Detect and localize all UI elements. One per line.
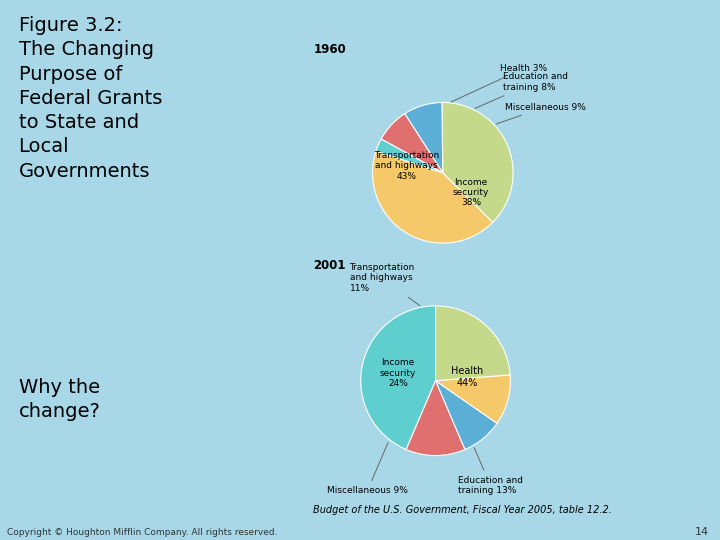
Text: Education and
training 8%: Education and training 8%: [475, 72, 567, 109]
Wedge shape: [361, 306, 436, 449]
Text: Copyright © Houghton Mifflin Company. All rights reserved.: Copyright © Houghton Mifflin Company. Al…: [7, 528, 278, 537]
Wedge shape: [372, 151, 492, 243]
Text: Transportation
and highways
43%: Transportation and highways 43%: [374, 151, 439, 181]
Wedge shape: [405, 103, 443, 173]
Text: 1960: 1960: [313, 43, 346, 56]
Wedge shape: [406, 381, 465, 456]
Text: Figure 3.2:
The Changing
Purpose of
Federal Grants
to State and
Local
Government: Figure 3.2: The Changing Purpose of Fede…: [19, 16, 162, 181]
Wedge shape: [436, 381, 497, 449]
Wedge shape: [436, 375, 510, 423]
Wedge shape: [442, 103, 513, 222]
Text: Health
44%: Health 44%: [451, 366, 483, 388]
Text: Health 3%: Health 3%: [451, 64, 548, 102]
Text: Income
security
38%: Income security 38%: [453, 178, 489, 207]
Wedge shape: [381, 114, 443, 173]
Text: Miscellaneous 9%: Miscellaneous 9%: [496, 103, 585, 124]
Text: Education and
training 13%: Education and training 13%: [458, 448, 523, 495]
Text: Income
security
24%: Income security 24%: [380, 359, 416, 388]
Wedge shape: [376, 139, 443, 173]
Text: Why the
change?: Why the change?: [19, 378, 101, 421]
Text: Budget of the U.S. Government, Fiscal Year 2005, table 12.2.: Budget of the U.S. Government, Fiscal Ye…: [313, 505, 612, 515]
Text: Transportation
and highways
11%: Transportation and highways 11%: [349, 263, 420, 306]
Wedge shape: [436, 306, 510, 381]
Text: Miscellaneous 9%: Miscellaneous 9%: [327, 442, 408, 495]
Text: 14: 14: [695, 527, 709, 537]
Text: 2001: 2001: [313, 259, 346, 272]
